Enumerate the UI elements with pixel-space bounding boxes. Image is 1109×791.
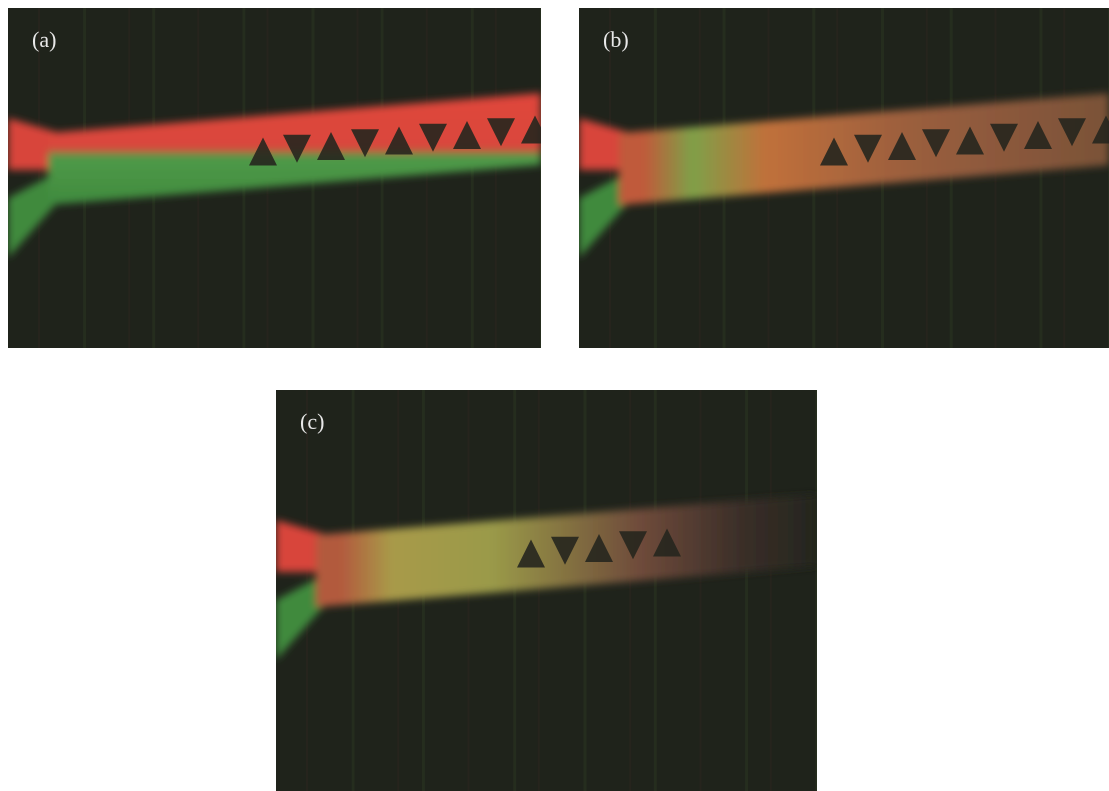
streak — [770, 390, 772, 791]
streak — [38, 8, 40, 348]
streak — [654, 390, 657, 791]
panel: (a) — [8, 8, 549, 348]
streak — [745, 390, 748, 791]
streak — [1039, 8, 1042, 348]
streak — [609, 8, 611, 348]
streak — [540, 8, 543, 348]
panel: (c) — [276, 390, 818, 791]
streak — [495, 8, 497, 348]
streak — [426, 8, 428, 348]
streak — [1063, 8, 1065, 348]
streak — [538, 390, 540, 791]
panel: (b) — [579, 8, 1109, 348]
streak — [471, 8, 474, 348]
streak — [815, 390, 818, 791]
panel-label: (b) — [603, 27, 629, 52]
streak — [699, 390, 701, 791]
streak — [381, 8, 384, 348]
figure: (a) (b) (c) — [0, 0, 1109, 791]
panel-label: (a) — [32, 27, 56, 52]
streak — [995, 8, 997, 348]
streak — [629, 390, 631, 791]
panel-label: (c) — [300, 409, 324, 434]
streak — [584, 390, 587, 791]
page: (a)(b)(c) (() => { const data = JSON.par… — [0, 0, 1109, 791]
